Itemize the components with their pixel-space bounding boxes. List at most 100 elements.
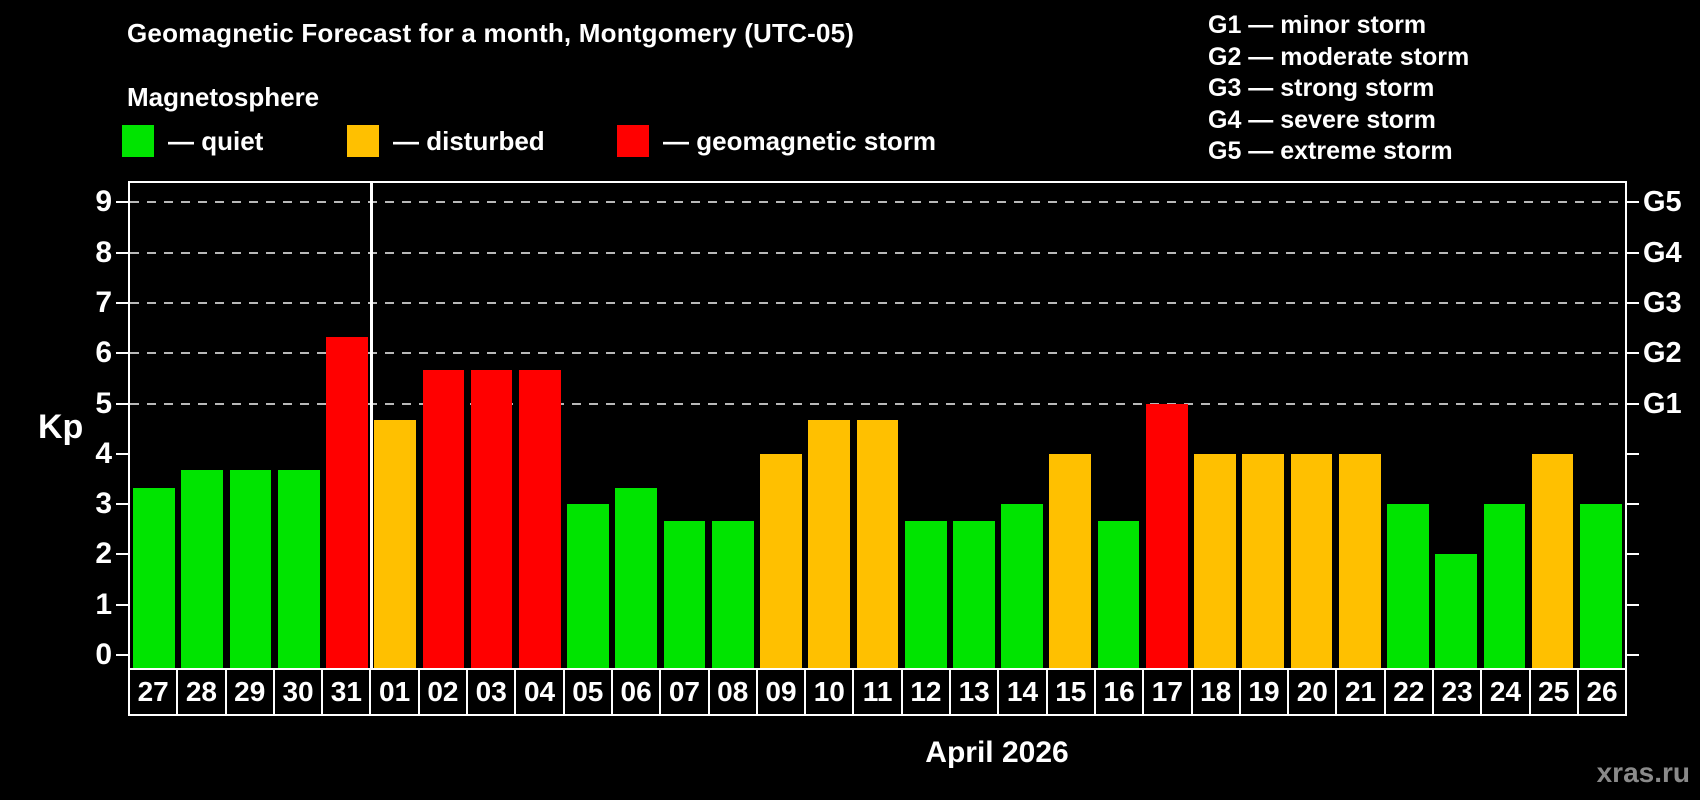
day-label-21: 21: [1335, 668, 1386, 716]
day-label-22: 22: [1383, 668, 1435, 716]
bar-day-28: [181, 470, 224, 668]
y-tick: [116, 654, 128, 656]
month-separator-line: [369, 183, 373, 668]
bar-day-21: [1338, 453, 1381, 668]
day-label-27: 27: [128, 668, 179, 716]
bar-day-27: [133, 487, 175, 668]
month-label: April 2026: [925, 736, 1069, 769]
bar-day-19: [1242, 453, 1285, 668]
bar-day-03: [470, 369, 513, 668]
g-axis-label-G4: G4: [1643, 236, 1682, 269]
day-label-02: 02: [417, 668, 469, 716]
right-tick: [1627, 603, 1639, 606]
day-label-26: 26: [1576, 668, 1628, 716]
bar-day-14: [1001, 504, 1043, 668]
bar-day-08: [711, 520, 754, 668]
day-label-17: 17: [1142, 668, 1193, 716]
bar-day-12: [904, 520, 947, 668]
y-axis-title: Kp: [38, 408, 84, 446]
y-tick-label: 5: [95, 386, 112, 420]
bar-day-23: [1435, 554, 1477, 668]
day-label-11: 11: [852, 668, 903, 716]
day-label-06: 06: [610, 668, 662, 716]
bar-day-30: [277, 470, 320, 668]
y-tick-label: 6: [95, 336, 112, 370]
legend-label: — disturbed: [393, 125, 545, 156]
legend-swatch-quiet: [122, 125, 154, 157]
y-tick: [116, 251, 128, 254]
y-tick-label: 2: [95, 537, 112, 571]
bar-day-07: [663, 520, 706, 668]
day-label-25: 25: [1528, 668, 1579, 716]
bar-day-06: [615, 487, 658, 668]
bar-day-26: [1579, 504, 1622, 668]
day-label-08: 08: [707, 668, 758, 716]
day-label-07: 07: [659, 668, 710, 716]
day-label-16: 16: [1093, 668, 1145, 716]
g-axis-label-G2: G2: [1643, 337, 1682, 370]
day-label-09: 09: [755, 668, 807, 716]
bar-day-25: [1531, 453, 1574, 668]
right-tick: [1627, 201, 1639, 204]
y-tick-label: 7: [95, 285, 112, 319]
day-label-15: 15: [1045, 668, 1096, 716]
bar-day-31: [326, 336, 368, 668]
day-label-05: 05: [562, 668, 613, 716]
g-legend-line: G2 — moderate storm: [1208, 42, 1470, 71]
magnetosphere-label: Magnetosphere: [127, 82, 320, 112]
g-axis-label-G5: G5: [1643, 186, 1682, 219]
day-label-12: 12: [900, 668, 952, 716]
gridline: [130, 352, 1625, 355]
y-tick-label: 0: [95, 638, 112, 671]
y-tick: [116, 603, 128, 606]
day-label-10: 10: [804, 668, 855, 716]
g-legend-line: G5 — extreme storm: [1208, 137, 1453, 166]
bar-day-18: [1194, 453, 1236, 668]
gridline: [130, 201, 1625, 204]
bar-day-16: [1097, 520, 1140, 668]
bar-day-05: [567, 504, 609, 668]
y-tick-label: 3: [95, 487, 112, 521]
gridline: [130, 251, 1625, 254]
y-tick-label: 4: [95, 436, 112, 470]
g-legend-line: G4 — severe storm: [1208, 105, 1436, 134]
y-tick: [116, 301, 128, 304]
bar-day-02: [422, 369, 465, 668]
right-tick: [1627, 301, 1639, 304]
day-label-31: 31: [321, 668, 372, 716]
right-tick: [1627, 402, 1639, 405]
day-label-13: 13: [949, 668, 1000, 716]
right-tick: [1627, 352, 1639, 355]
day-label-20: 20: [1287, 668, 1338, 716]
day-label-23: 23: [1432, 668, 1483, 716]
bar-day-17: [1145, 403, 1188, 668]
bar-day-22: [1387, 504, 1429, 668]
day-label-row: 27 28 29 30 31 01 02 03 04 05 06 07 08 09 10 11 12 13 14 15…: [128, 668, 1628, 716]
day-label-29: 29: [224, 668, 275, 716]
day-label-14: 14: [997, 668, 1048, 716]
day-label-30: 30: [272, 668, 324, 716]
y-tick-label: 1: [95, 587, 112, 621]
g-axis-label-G1: G1: [1643, 387, 1682, 420]
gridline: [130, 402, 1625, 405]
bar-day-24: [1483, 504, 1526, 668]
right-tick: [1627, 452, 1639, 455]
y-tick-label: 8: [95, 235, 112, 269]
legend-swatch-disturbed: [347, 125, 379, 157]
y-tick: [116, 553, 128, 556]
legend-item-storm: — geomagnetic storm: [617, 124, 936, 158]
y-tick: [116, 201, 128, 204]
day-label-24: 24: [1480, 668, 1531, 716]
y-tick: [116, 402, 128, 405]
day-label-28: 28: [176, 668, 227, 716]
plot-area: [128, 181, 1627, 668]
legend-item-disturbed: — disturbed: [347, 124, 545, 158]
bar-day-20: [1290, 453, 1333, 668]
right-tick: [1627, 251, 1639, 254]
right-tick: [1627, 654, 1639, 656]
legend-label: — quiet: [168, 125, 264, 156]
chart-title: Geomagnetic Forecast for a month, Montgo…: [127, 18, 855, 48]
y-tick: [116, 452, 128, 455]
right-tick: [1627, 503, 1639, 506]
